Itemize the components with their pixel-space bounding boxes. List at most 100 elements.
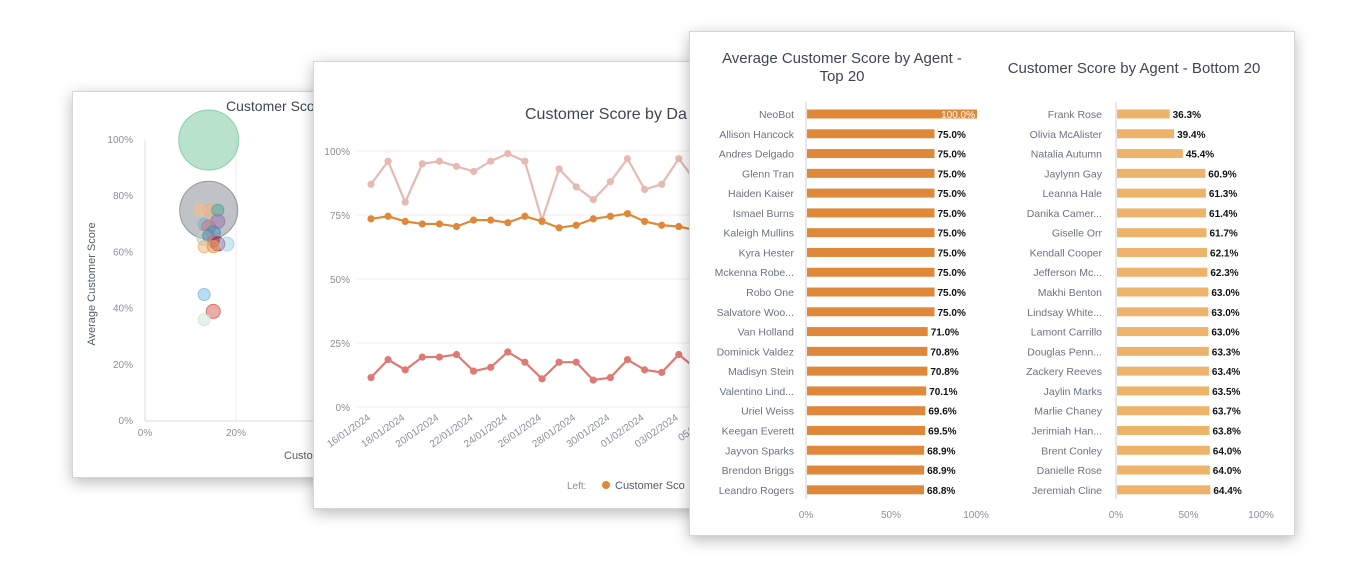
bar <box>807 267 935 277</box>
bar-value-label: 60.9% <box>1208 169 1236 180</box>
bar <box>1117 366 1209 376</box>
y-tick-label: 80% <box>113 191 133 202</box>
series-point <box>658 221 666 229</box>
bar-value-label: 63.4% <box>1212 367 1240 378</box>
series-point <box>384 212 392 220</box>
bar-value-label: 62.3% <box>1210 268 1238 279</box>
bar-value-label: 100.0% <box>941 110 975 121</box>
agent-label: Natalia Autumn <box>1031 149 1102 161</box>
series-point <box>401 198 409 206</box>
series-point <box>367 215 375 223</box>
bar-value-label: 75.0% <box>938 229 966 240</box>
bar <box>1117 188 1206 198</box>
series-point <box>384 157 392 165</box>
bar <box>807 129 935 139</box>
line-chart-title: Customer Score by Da <box>525 106 687 123</box>
bar <box>1117 485 1211 495</box>
bar <box>807 188 935 198</box>
bar <box>807 485 924 495</box>
bar-value-label: 75.0% <box>938 268 966 279</box>
bar-value-label: 64.0% <box>1213 466 1241 477</box>
agent-label: Ismael Burns <box>733 208 794 220</box>
bar <box>1117 247 1208 257</box>
bar-value-label: 61.7% <box>1209 229 1237 240</box>
bar <box>1117 386 1210 396</box>
bar <box>1117 267 1208 277</box>
agent-label: Kendall Cooper <box>1030 247 1103 259</box>
bar <box>807 346 928 356</box>
bar <box>1117 307 1209 317</box>
bubble-point <box>197 288 211 302</box>
bar <box>807 386 927 396</box>
agent-label: Van Holland <box>738 327 795 339</box>
bar-value-label: 63.7% <box>1212 407 1240 418</box>
agent-label: Makhi Benton <box>1038 287 1102 299</box>
bar-value-label: 75.0% <box>938 169 966 180</box>
bar-value-label: 63.3% <box>1212 347 1240 358</box>
series-point <box>641 217 649 225</box>
agent-label: Kaleigh Mullins <box>723 228 794 240</box>
bar-value-label: 63.8% <box>1213 426 1241 437</box>
agent-label: Keegan Everett <box>722 425 794 437</box>
series-point <box>658 368 666 377</box>
bubble-chart-x-ticks: 0% 20% <box>138 428 246 439</box>
series-point <box>572 358 580 366</box>
series-point <box>589 196 597 204</box>
bar <box>807 445 925 455</box>
top20-chart-title-line1: Average Customer Score by Agent - <box>722 50 962 67</box>
agent-label: Valentino Lind... <box>719 386 794 398</box>
series-point <box>367 373 375 382</box>
x-tick-label: 100% <box>1248 510 1274 521</box>
series-point <box>418 160 426 168</box>
bar-value-label: 61.3% <box>1209 189 1237 200</box>
series-point <box>675 222 683 231</box>
series-point <box>470 167 478 176</box>
bar <box>807 465 925 475</box>
series-point <box>401 366 409 374</box>
agent-label: Uriel Weiss <box>741 406 794 418</box>
agent-label: Brent Conley <box>1041 445 1102 457</box>
bubble-chart-y-axis-title: Average Customer Score <box>86 222 98 345</box>
series-point <box>487 363 495 371</box>
bar <box>807 208 935 218</box>
agent-label: Leandro Rogers <box>719 485 794 497</box>
agent-label: Jaylynn Gay <box>1044 168 1103 180</box>
bar-value-label: 36.3% <box>1173 110 1201 121</box>
bar-value-label: 64.0% <box>1213 446 1241 457</box>
bar-value-label: 61.4% <box>1209 209 1237 220</box>
agent-label: Olivia McAlister <box>1030 129 1103 141</box>
agent-label: Zackery Reeves <box>1026 366 1102 378</box>
bar <box>807 228 935 238</box>
agent-label: NeoBot <box>759 109 794 121</box>
agent-label: Jefferson Mc... <box>1033 267 1102 279</box>
bubble-point <box>206 240 220 254</box>
bar <box>1117 149 1183 159</box>
series-point <box>418 353 426 361</box>
bar <box>807 327 928 337</box>
series-point <box>641 366 649 374</box>
bar <box>807 149 935 159</box>
agent-label: Danielle Rose <box>1037 465 1103 477</box>
series-point <box>435 220 443 228</box>
x-tick-label: 0% <box>1109 510 1124 521</box>
bar-value-label: 75.0% <box>938 308 966 319</box>
series-point <box>572 221 580 229</box>
bar <box>807 366 928 376</box>
series-point <box>538 217 546 225</box>
line-chart-legend: Left: Customer Sco <box>567 480 685 492</box>
bar-value-label: 75.0% <box>938 209 966 220</box>
bar-value-label: 75.0% <box>938 189 966 200</box>
x-tick-label: 100% <box>963 510 989 521</box>
legend-marker <box>602 481 610 489</box>
bar <box>1117 425 1210 435</box>
agent-label: Jayvon Sparks <box>725 445 794 457</box>
bar-value-label: 75.0% <box>938 130 966 141</box>
y-tick-label: 100% <box>324 147 350 158</box>
legend-prefix: Left: <box>567 481 586 492</box>
bubble-chart-y-ticks: 100% 80% 60% 40% 20% 0% <box>107 135 133 427</box>
series-point <box>555 165 563 173</box>
series-point <box>623 210 632 218</box>
bar-value-label: 70.1% <box>929 387 957 398</box>
bar <box>807 109 977 119</box>
x-tick-label: 0% <box>138 428 153 439</box>
